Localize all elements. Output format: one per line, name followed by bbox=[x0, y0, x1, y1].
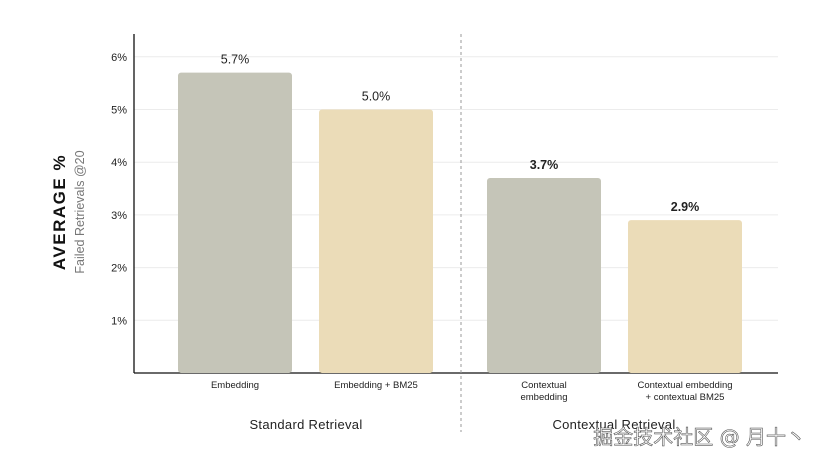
bar bbox=[178, 72, 292, 374]
x-category-label: embedding bbox=[520, 392, 567, 403]
x-category-label: Contextual bbox=[521, 380, 566, 391]
bar bbox=[319, 109, 433, 373]
x-category-label: Embedding + BM25 bbox=[334, 380, 418, 391]
y-tick-label: 4% bbox=[111, 157, 127, 169]
x-category-label: + contextual BM25 bbox=[646, 392, 725, 403]
group-label-standard: Standard Retrieval bbox=[249, 417, 362, 432]
data-label: 5.0% bbox=[362, 90, 391, 104]
x-category-label: Embedding bbox=[211, 380, 259, 391]
bar bbox=[487, 178, 601, 373]
data-label: 5.7% bbox=[221, 53, 250, 67]
data-label: 3.7% bbox=[530, 158, 559, 172]
x-category-label: Contextual embedding bbox=[637, 380, 732, 391]
data-label: 2.9% bbox=[671, 200, 700, 214]
y-tick-label: 6% bbox=[111, 52, 127, 64]
y-tick-label: 5% bbox=[111, 105, 127, 117]
group-label-contextual: Contextual Retrieval bbox=[552, 417, 675, 432]
y-axis-title: AVERAGE % bbox=[50, 154, 69, 270]
bars: 5.7% Embedding 5.0% Embedding + BM25 3.7% Con… bbox=[178, 53, 742, 403]
watermark: 掘金技术社区 @ 月十丶 bbox=[593, 425, 806, 449]
y-tick-label: 3% bbox=[111, 210, 127, 222]
y-tick-label: 2% bbox=[111, 263, 127, 275]
y-tick-label: 1% bbox=[111, 315, 127, 327]
y-axis-ticks: 1% 2% 3% 4% 5% 6% bbox=[111, 52, 127, 327]
y-axis-subtitle: Failed Retrievals @20 bbox=[73, 150, 87, 273]
bar bbox=[628, 220, 742, 373]
